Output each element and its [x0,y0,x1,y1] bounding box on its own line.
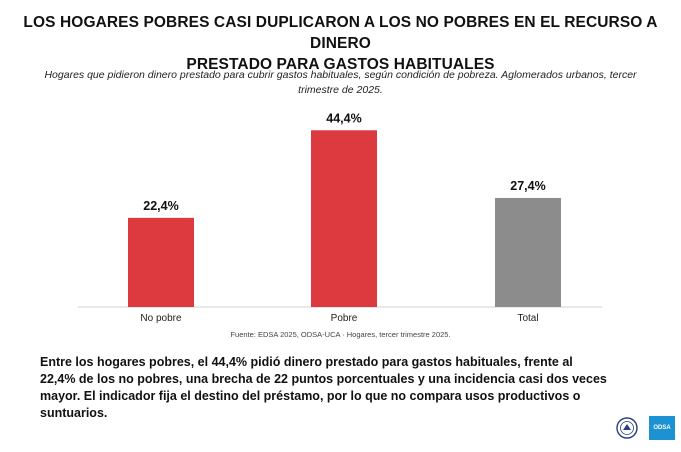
data-label: 44,4% [326,111,361,125]
bar-total [495,197,561,307]
paragraph-line-1: Entre los hogares pobres, el 44,4% pidió… [40,355,573,369]
paragraph-line-4: suntuarios. [40,406,108,420]
data-label: 27,4% [510,179,545,193]
x-tick-label: No pobre [140,313,182,324]
university-seal-icon [616,417,638,439]
bar-pobre [311,130,377,307]
subtitle-line-2: trimestre de 2025. [298,84,383,96]
chart-title: LOS HOGARES POBRES CASI DUPLICARON A LOS… [0,12,681,75]
title-line-1: LOS HOGARES POBRES CASI DUPLICARON A LOS… [23,14,658,52]
odsa-logo-label: ODSA [653,425,671,431]
data-label: 22,4% [143,199,178,213]
x-tick-label: Total [517,313,538,324]
paragraph-line-3: mayor. El indicador fija el destino del … [40,389,581,403]
summary-paragraph: Entre los hogares pobres, el 44,4% pidió… [40,354,610,422]
source-note: Fuente: EDSA 2025, ODSA-UCA · Hogares, t… [230,330,451,339]
x-tick-label: Pobre [331,313,358,324]
chart-subtitle: Hogares que pidieron dinero prestado par… [30,68,651,98]
title-line-2: PRESTADO PARA GASTOS HABITUALES [186,56,495,73]
paragraph-line-2: 22,4% de los no pobres, una brecha de 22… [40,372,607,386]
bar-no-pobre [128,217,194,307]
odsa-logo: ODSA [649,416,675,440]
subtitle-line-1: Hogares que pidieron dinero prestado par… [44,69,637,81]
